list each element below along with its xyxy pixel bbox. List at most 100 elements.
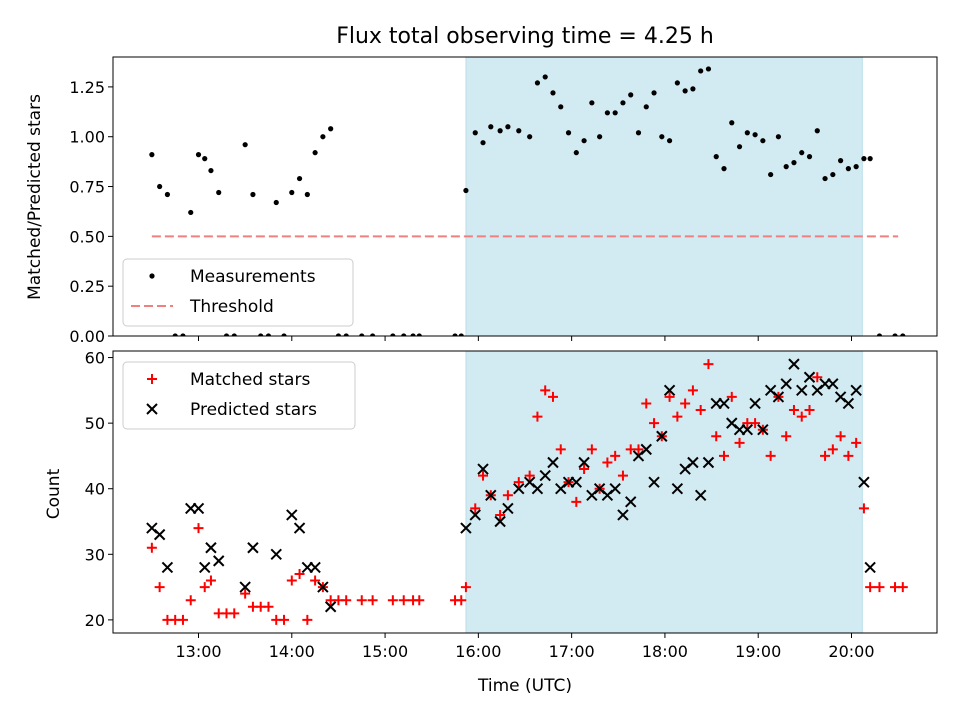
top-legend: Measurements Threshold <box>122 258 354 327</box>
matched-stars-point <box>750 418 761 429</box>
predicted-stars-point <box>570 476 583 488</box>
legend-label: Threshold <box>189 297 274 317</box>
matched-stars-point <box>199 582 210 593</box>
matched-stars-point <box>812 372 823 383</box>
matched-stars-point <box>513 477 524 488</box>
measurement-point <box>320 134 326 140</box>
measurement-point <box>892 333 898 336</box>
measurement-point <box>497 128 503 134</box>
matched-stars-point <box>205 575 216 586</box>
measurement-point <box>463 187 469 194</box>
chart-title: Flux total observing time = 4.25 h <box>336 24 714 49</box>
measurement-point <box>164 191 171 198</box>
x-tick-label: 15:00 <box>362 642 408 661</box>
matched-stars-point <box>495 509 506 520</box>
measurement-point <box>223 333 230 336</box>
measurement-point <box>612 110 618 116</box>
matched-stars-point <box>547 391 558 402</box>
predicted-stars-point <box>842 397 855 410</box>
measurement-point <box>775 134 782 140</box>
matched-stars-point <box>185 595 196 606</box>
predicted-stars-point <box>531 483 544 495</box>
measurement-point <box>838 158 844 164</box>
measurement-point <box>705 66 712 72</box>
measurement-point <box>589 100 595 106</box>
legend-measurement-marker <box>149 273 155 279</box>
legend-label: Matched stars <box>190 370 310 390</box>
measurement-point <box>565 130 572 136</box>
measurement-point <box>604 110 611 116</box>
matched-stars-point <box>579 464 590 475</box>
x-tick-label: 20:00 <box>828 642 874 661</box>
matched-stars-point <box>602 457 613 468</box>
matched-stars-point <box>532 411 543 422</box>
measurement-point <box>516 128 522 134</box>
counts-panel: 20 30 40 50 60 13:00 14:00 15:00 16:00 17:00 18:00… <box>85 349 938 661</box>
measurement-point <box>188 209 194 216</box>
measurement-point <box>651 90 657 96</box>
measurement-point <box>296 175 303 182</box>
measurement-point <box>410 333 416 336</box>
measurement-point <box>628 92 634 98</box>
predicted-stars-point <box>239 581 251 593</box>
measurement-point <box>760 138 766 144</box>
measurement-point <box>845 166 851 172</box>
measurement-point <box>149 152 155 158</box>
matched-stars-point <box>874 582 885 593</box>
matched-stars-point <box>540 385 551 396</box>
measurement-point <box>721 166 727 172</box>
measurement-point <box>729 120 735 126</box>
measurement-point <box>343 333 349 336</box>
predicted-stars-point <box>153 528 166 541</box>
top-plot-area <box>149 66 906 336</box>
matched-stars-point <box>524 470 535 481</box>
measurement-point <box>335 333 342 336</box>
measurement-point <box>558 104 564 110</box>
measurement-point <box>799 150 805 156</box>
measurement-point <box>172 333 178 336</box>
measurement-point <box>157 183 163 190</box>
measurement-point <box>542 74 548 80</box>
matched-stars-point <box>617 470 628 481</box>
predicted-stars-point <box>656 430 668 442</box>
bottom-legend: Matched stars Predicted stars <box>122 361 356 430</box>
bottom-y-tick-label: 40 <box>85 480 105 499</box>
measurement-point <box>744 130 750 136</box>
matched-stars-point <box>154 582 165 593</box>
measurement-point <box>698 68 704 74</box>
matched-stars-point <box>827 444 838 455</box>
predicted-stars-point <box>502 502 514 515</box>
predicted-stars-point <box>671 483 684 495</box>
matched-stars-point <box>302 614 313 625</box>
matched-stars-point <box>502 490 513 501</box>
measurement-point <box>853 164 859 170</box>
matched-stars-point <box>240 588 251 599</box>
measurement-point <box>401 333 407 336</box>
measurement-point <box>359 333 365 336</box>
predicted-stars-point <box>718 397 730 410</box>
measurement-point <box>180 333 186 336</box>
measurement-point <box>752 132 758 138</box>
predicted-stars-point <box>247 542 259 554</box>
bottom-y-tick-label: 30 <box>85 545 105 564</box>
predicted-stars-point <box>309 561 321 574</box>
top-axes-frame <box>112 56 938 337</box>
x-tick-label: 16:00 <box>455 642 501 661</box>
measurement-point <box>597 134 603 140</box>
predicted-stars-point <box>788 358 800 370</box>
matched-stars-point <box>788 405 799 416</box>
predicted-stars-point <box>213 555 225 567</box>
matched-stars-point <box>820 450 831 461</box>
measurement-point <box>830 171 836 178</box>
measurement-point <box>534 80 541 86</box>
matched-stars-point <box>734 437 745 448</box>
matched-stars-point <box>310 575 321 586</box>
measurement-point <box>900 333 906 336</box>
top-observing-window <box>465 56 863 337</box>
predicted-stars-point <box>270 548 282 561</box>
predicted-stars-point <box>780 378 792 390</box>
measurement-point <box>488 124 494 130</box>
measurement-point <box>390 333 396 336</box>
measurement-point <box>452 333 458 336</box>
measurement-point <box>505 124 511 130</box>
